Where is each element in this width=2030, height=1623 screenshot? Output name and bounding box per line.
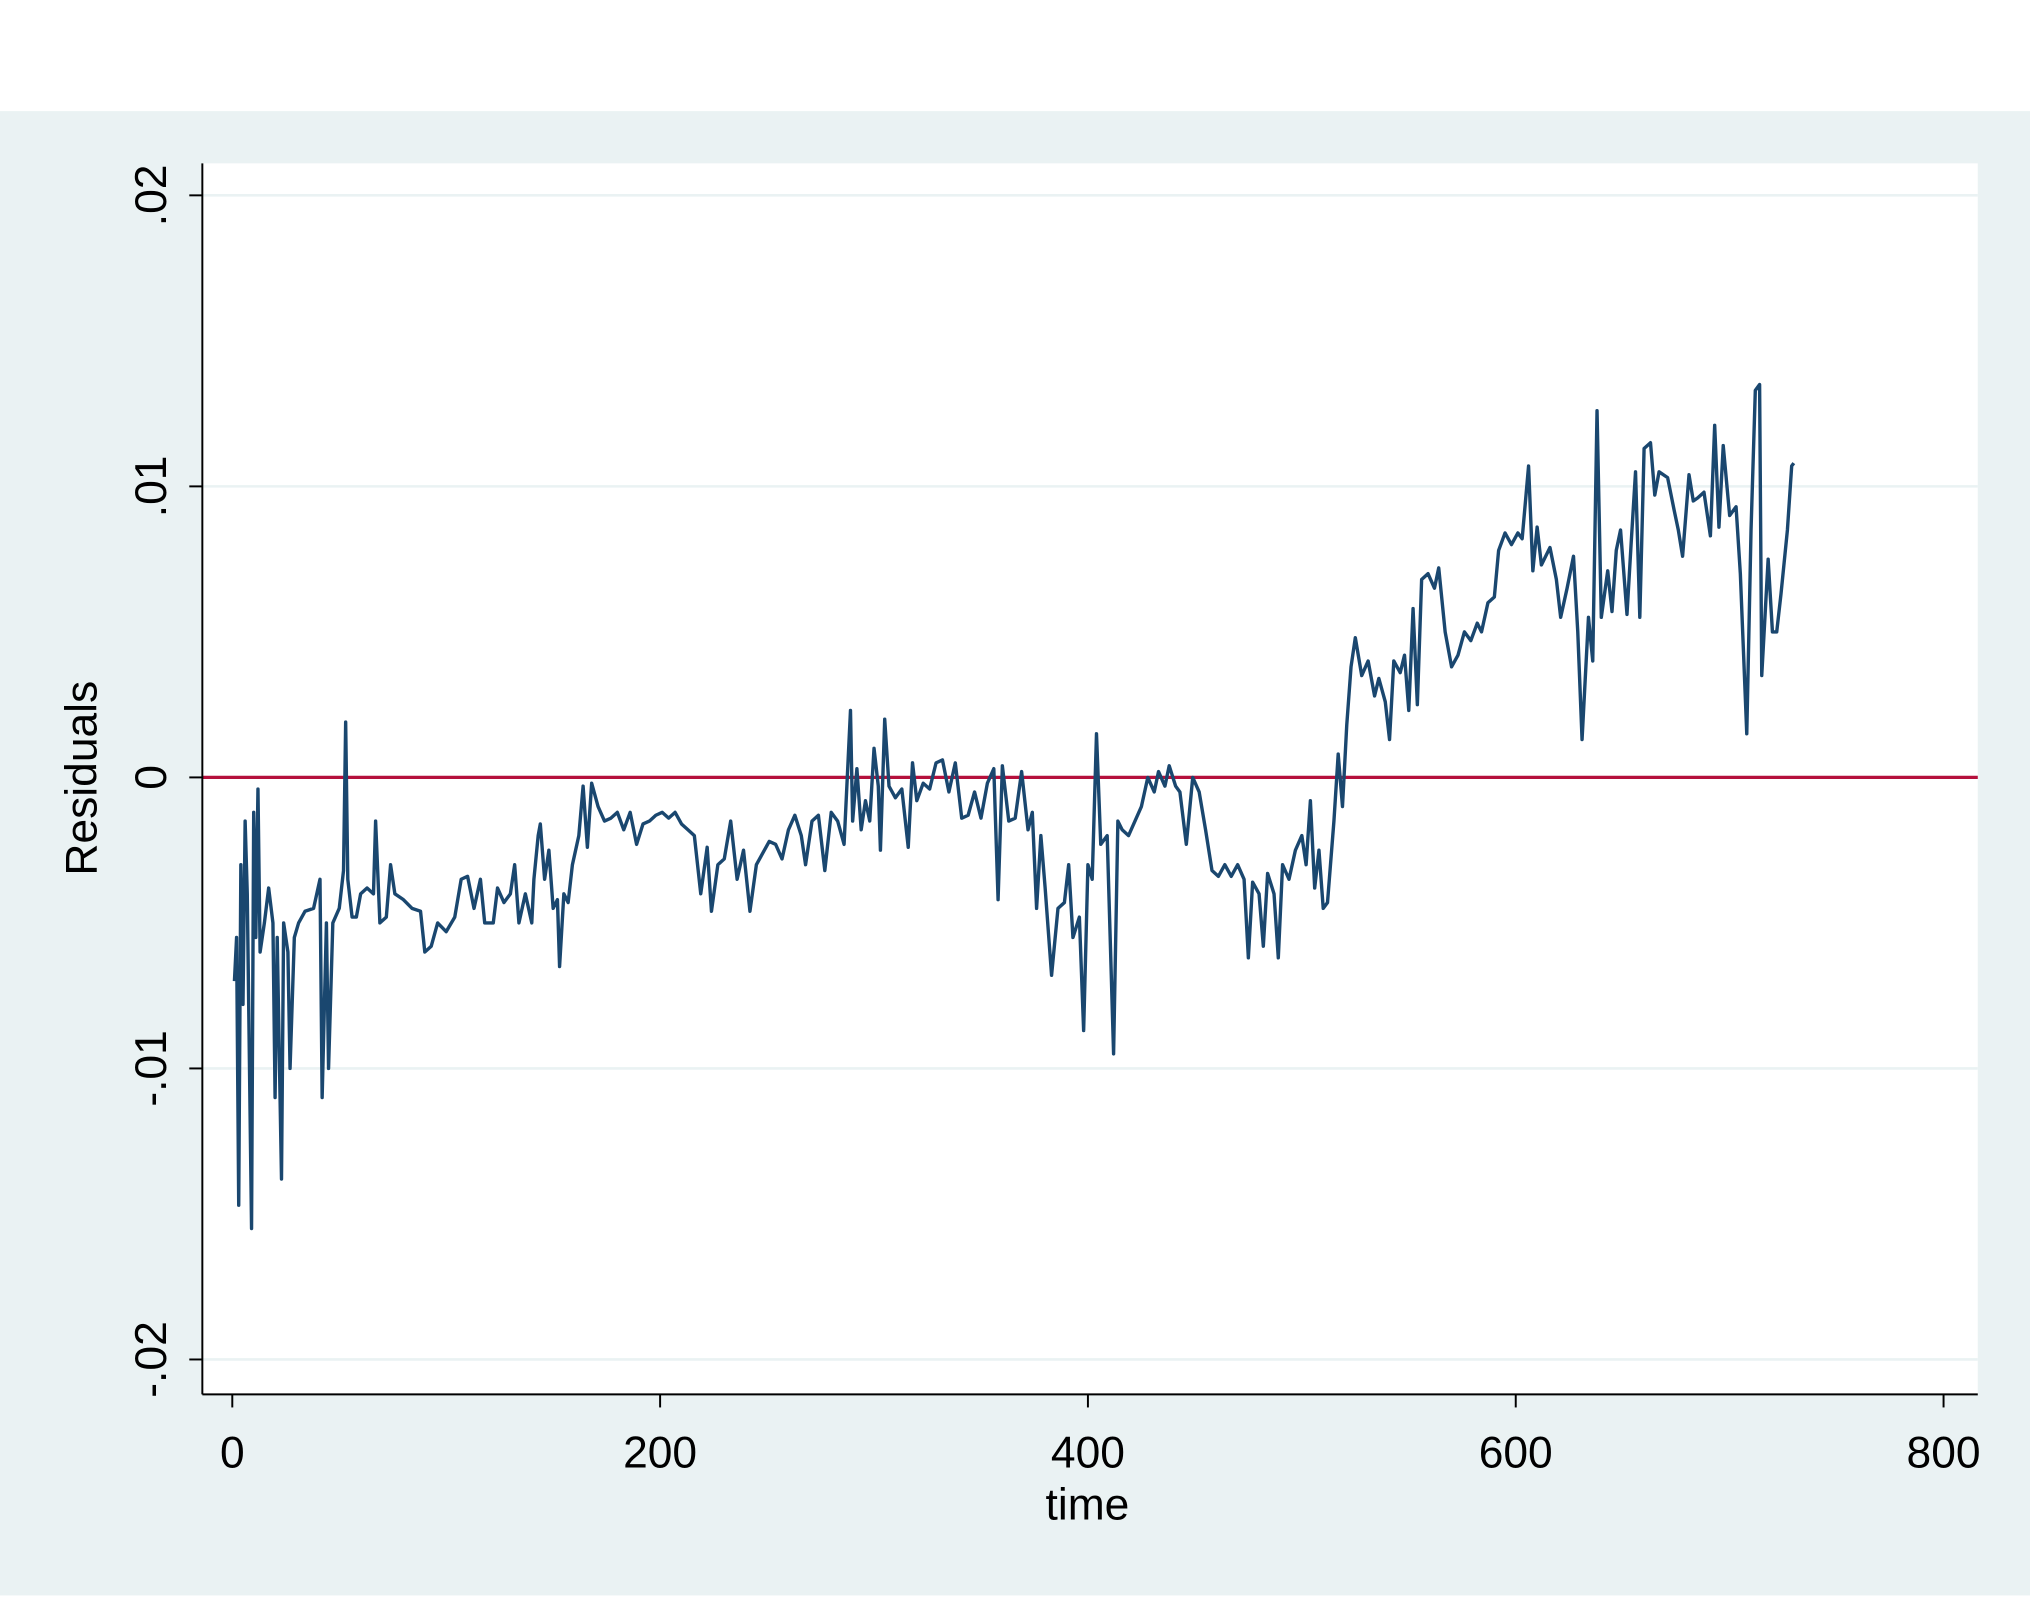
x-tick-label: 800 <box>1907 1428 1981 1477</box>
y-tick-label: 0 <box>127 765 176 790</box>
x-tick-label: 0 <box>220 1428 245 1477</box>
x-axis-title: time <box>1046 1481 1130 1530</box>
data-line <box>232 382 1796 1231</box>
x-tick-label: 400 <box>1051 1428 1125 1477</box>
y-tick-label: .01 <box>127 456 176 518</box>
y-tick-label: .02 <box>127 165 176 227</box>
x-tick-label: 600 <box>1479 1428 1553 1477</box>
y-tick-label: -.01 <box>127 1030 176 1106</box>
y-tick-label: -.02 <box>127 1321 176 1397</box>
y-axis-title: Residuals <box>58 681 107 876</box>
x-tick-label: 200 <box>623 1428 697 1477</box>
